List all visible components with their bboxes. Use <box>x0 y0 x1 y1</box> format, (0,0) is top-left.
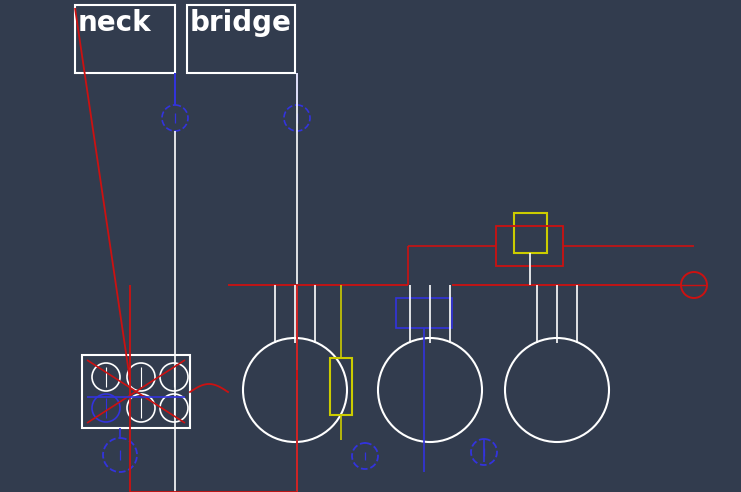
Text: neck: neck <box>78 9 152 37</box>
Text: bridge: bridge <box>190 9 292 37</box>
